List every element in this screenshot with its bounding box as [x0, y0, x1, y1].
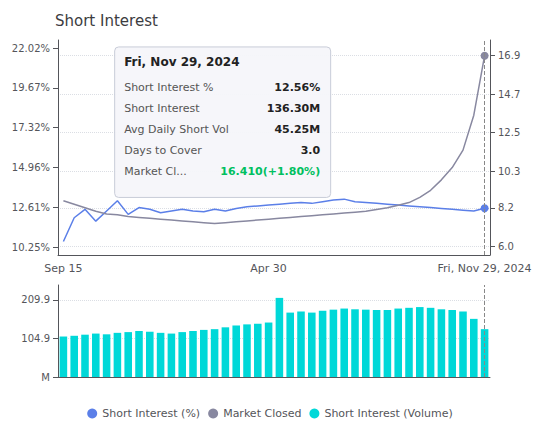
svg-text:12.56%: 12.56%	[274, 81, 320, 94]
svg-text:104.9: 104.9	[21, 333, 50, 344]
svg-text:22.02%: 22.02%	[12, 43, 50, 54]
svg-text:Sep 15: Sep 15	[44, 262, 82, 275]
svg-text:Days to Cover: Days to Cover	[124, 144, 202, 157]
svg-text:Apr 30: Apr 30	[250, 262, 287, 275]
svg-text:14.7: 14.7	[498, 89, 520, 100]
svg-text:209.9: 209.9	[21, 294, 50, 305]
svg-text:14.96%: 14.96%	[12, 162, 50, 173]
svg-text:Market Cl...: Market Cl...	[124, 165, 187, 178]
svg-text:Short Interest (Volume): Short Interest (Volume)	[324, 407, 452, 420]
svg-text:19.67%: 19.67%	[12, 82, 50, 93]
svg-text:Short Interest: Short Interest	[124, 102, 200, 115]
svg-text:Fri, Nov 29, 2024: Fri, Nov 29, 2024	[124, 55, 239, 69]
svg-text:Fri, Nov 29, 2024: Fri, Nov 29, 2024	[438, 262, 532, 275]
svg-text:12.5: 12.5	[498, 127, 520, 138]
svg-text:17.32%: 17.32%	[12, 122, 50, 133]
svg-text:10.25%: 10.25%	[12, 242, 50, 253]
svg-text:16.9: 16.9	[498, 50, 520, 61]
svg-text:16.410(+1.80%): 16.410(+1.80%)	[220, 165, 320, 178]
svg-text:10.3: 10.3	[498, 166, 520, 177]
svg-text:45.25M: 45.25M	[274, 123, 320, 136]
svg-text:136.30M: 136.30M	[267, 102, 320, 115]
svg-text:Short Interest (%): Short Interest (%)	[102, 407, 200, 420]
svg-text:M: M	[41, 372, 50, 383]
svg-text:12.61%: 12.61%	[12, 202, 50, 213]
svg-text:Short Interest: Short Interest	[55, 12, 158, 30]
svg-text:Avg Daily Short Vol: Avg Daily Short Vol	[124, 123, 229, 136]
svg-text:Short Interest %: Short Interest %	[124, 81, 213, 94]
svg-text:3.0: 3.0	[301, 144, 321, 157]
svg-text:6.0: 6.0	[498, 241, 514, 252]
svg-text:8.2: 8.2	[498, 202, 514, 213]
svg-text:Market Closed: Market Closed	[223, 407, 301, 420]
